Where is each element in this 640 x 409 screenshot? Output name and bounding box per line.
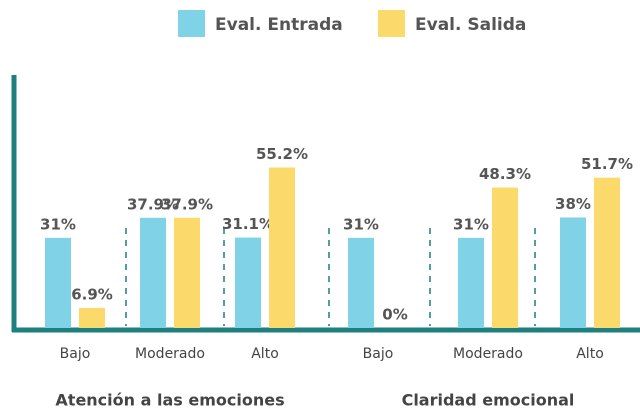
x-tick-label: Bajo bbox=[60, 346, 91, 362]
bar bbox=[269, 167, 295, 328]
legend-swatch bbox=[178, 10, 205, 37]
bar bbox=[560, 217, 586, 328]
value-label: 0% bbox=[382, 306, 407, 324]
value-label: 55.2% bbox=[256, 145, 308, 163]
value-label: 37.9% bbox=[161, 195, 213, 213]
value-label: 31.1% bbox=[222, 215, 274, 233]
bar bbox=[174, 217, 200, 328]
group-label: Claridad emocional bbox=[402, 391, 575, 409]
bar bbox=[594, 177, 620, 328]
legend-swatch bbox=[378, 10, 405, 37]
value-label: 37.9% bbox=[127, 195, 179, 213]
bar bbox=[45, 237, 71, 328]
bar bbox=[79, 307, 105, 328]
x-tick-label: Bajo bbox=[363, 346, 394, 362]
bar bbox=[458, 237, 484, 328]
value-label: 31% bbox=[343, 215, 379, 233]
x-tick-label: Alto bbox=[251, 346, 279, 362]
legend-label: Eval. Entrada bbox=[215, 15, 343, 35]
x-tick-label: Alto bbox=[576, 346, 604, 362]
legend-label: Eval. Salida bbox=[415, 15, 526, 35]
separators bbox=[125, 228, 536, 326]
bar bbox=[348, 237, 374, 328]
x-tick-label: Moderado bbox=[135, 346, 205, 362]
bar bbox=[235, 237, 261, 328]
value-label: 6.9% bbox=[71, 285, 113, 303]
value-label: 31% bbox=[40, 215, 76, 233]
bar bbox=[492, 187, 518, 328]
value-label: 31% bbox=[453, 215, 489, 233]
bar bbox=[140, 217, 166, 328]
value-label: 38% bbox=[555, 195, 591, 213]
value-label: 51.7% bbox=[581, 155, 633, 173]
x-tick-label: Moderado bbox=[453, 346, 523, 362]
group-label: Atención a las emociones bbox=[55, 391, 284, 409]
value-label: 48.3% bbox=[479, 165, 531, 183]
